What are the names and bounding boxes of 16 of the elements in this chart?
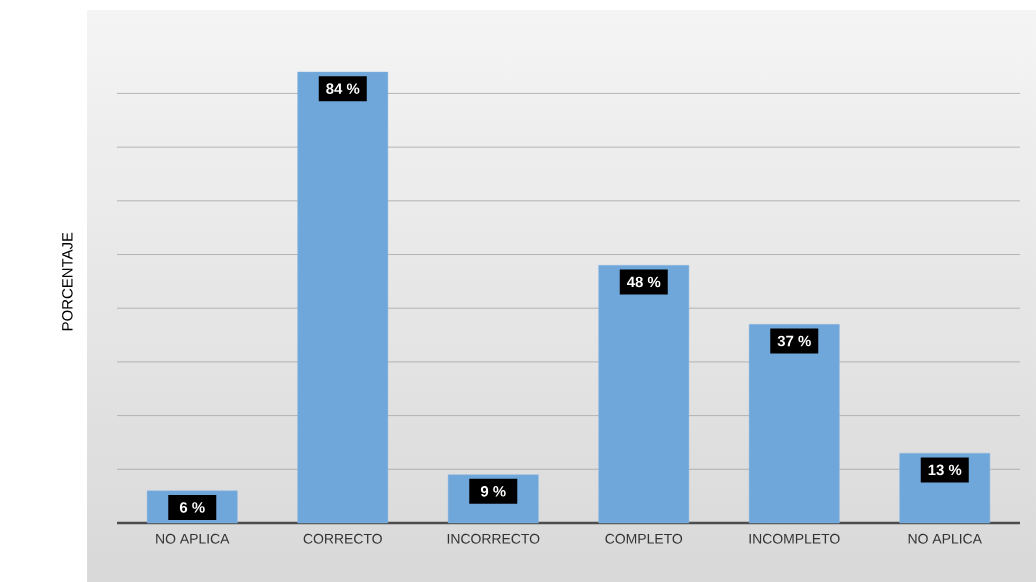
- data-label: 13 %: [928, 464, 962, 476]
- data-label: 9 %: [480, 486, 506, 497]
- data-label: 48 %: [626, 276, 661, 288]
- x-tick-label: NO APLICA: [908, 533, 982, 544]
- bar: [598, 265, 690, 524]
- x-tick-label: CORRECTO: [303, 533, 382, 544]
- bar: [748, 324, 840, 524]
- data-label: 84 %: [326, 83, 360, 94]
- x-tick-label: INCORRECTO: [447, 533, 540, 544]
- bar: [297, 71, 389, 524]
- x-tick-label: INCOMPLETO: [749, 533, 840, 544]
- y-axis-title: PORCENTAJE: [62, 232, 73, 331]
- data-label: 37 %: [777, 335, 811, 347]
- x-tick-label: COMPLETO: [605, 533, 683, 544]
- data-label: 6 %: [179, 502, 205, 513]
- x-tick-label: NO APLICA: [156, 533, 230, 544]
